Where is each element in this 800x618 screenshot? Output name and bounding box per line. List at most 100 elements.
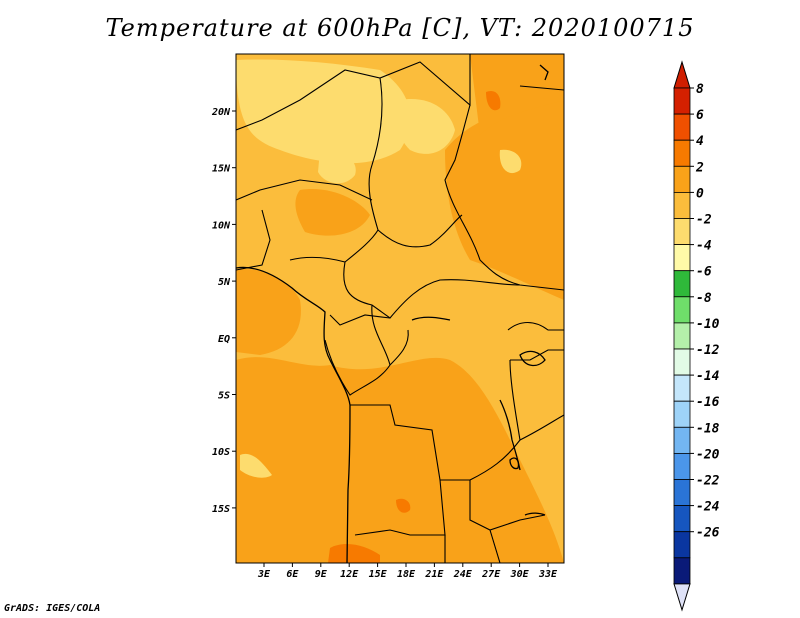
grads-credit: GrADS: IGES/COLA: [4, 603, 101, 614]
border-line: [236, 179, 373, 201]
lat-tick-label: 15S: [212, 504, 230, 515]
border-line: [510, 349, 564, 361]
field-hot-angola: [396, 498, 411, 513]
colorbar-label: -2: [696, 213, 712, 228]
colorbar-swatch: [673, 87, 691, 115]
colorbar-bottom-arrow: [673, 583, 691, 612]
colorbar-label: 4: [696, 134, 704, 149]
border-line: [389, 329, 409, 366]
country-borders: [236, 54, 564, 563]
colorbar-label: -10: [696, 317, 720, 332]
colorbar-label: -8: [696, 291, 712, 306]
lake-outline: [519, 350, 546, 367]
lat-tick-label: EQ: [218, 334, 230, 345]
colorbar-swatch: [673, 400, 691, 428]
lon-tick-label: 24E: [453, 569, 473, 580]
lat-tick-label: 5S: [218, 391, 230, 402]
lake-outline: [524, 512, 546, 516]
colorbar-swatch: [673, 505, 691, 533]
border-line: [489, 529, 501, 563]
lon-tick-label: 9E: [315, 569, 328, 580]
map-frame: [235, 53, 565, 564]
colorbar-swatch: [673, 139, 691, 167]
colorbar-label: -22: [696, 474, 720, 489]
colorbar-label: -14: [696, 369, 720, 384]
border-line: [343, 261, 521, 319]
field-cool-central: [318, 149, 356, 184]
colorbar-label: -6: [696, 265, 712, 280]
border-line: [519, 85, 564, 91]
colorbar-swatch: [673, 244, 691, 272]
lon-tick-label: 15E: [369, 569, 388, 580]
field-hot-south: [328, 544, 380, 563]
colorbar-label: -20: [696, 447, 720, 462]
border-line: [507, 321, 564, 331]
colorbar-label: 6: [696, 108, 704, 123]
colorbar-swatch: [673, 165, 691, 193]
lat-tick-label: 10N: [212, 220, 231, 231]
colorbar-swatch: [673, 218, 691, 246]
lon-tick-label: 21E: [424, 569, 444, 580]
border-line: [329, 314, 391, 326]
coastlines-and-lakes: [236, 64, 549, 563]
colorbar-swatch: [673, 452, 691, 480]
border-line: [324, 304, 391, 396]
colorbar-swatch: [673, 479, 691, 507]
colorbar-swatch: [673, 531, 691, 559]
border-line: [236, 54, 471, 131]
colorbar-swatch: [673, 296, 691, 324]
lake-outline: [411, 316, 451, 321]
lon-tick-label: 6E: [286, 569, 299, 580]
colorbar-swatch: [673, 322, 691, 350]
field-hot-north: [486, 90, 501, 111]
lon-tick-label: 27E: [481, 569, 501, 580]
lake-outline: [509, 457, 520, 470]
colorbar: 8 6 4 2 0 -2 -4 -6 -8 -10 -12 -14 -16 -18 -20 -22 -24 -26: [673, 60, 720, 612]
lon-tick-label: 12E: [340, 569, 359, 580]
field-cool-northeast: [395, 99, 455, 154]
border-line: [444, 104, 564, 291]
longitude-ticks: 3E 6E 9E 12E 15E 18E 21E 24E 27E 30E 33E: [257, 563, 558, 580]
colorbar-swatch: [673, 374, 691, 402]
lake-outline: [539, 64, 549, 81]
border-line: [289, 214, 463, 263]
colorbar-swatch: [673, 191, 691, 219]
colorbar-swatch: [673, 557, 691, 585]
colorbar-swatch: [673, 426, 691, 454]
border-line: [519, 414, 564, 441]
lat-tick-label: 5N: [218, 277, 231, 288]
lon-tick-label: 3E: [257, 569, 271, 580]
border-line: [368, 77, 383, 231]
lat-tick-label: 15N: [212, 164, 231, 175]
map-title: Temperature at 600hPa [C], VT: 202010071…: [105, 14, 695, 42]
colorbar-label: 0: [696, 186, 704, 201]
field-cool-east: [499, 149, 522, 174]
colorbar-label: -16: [696, 395, 720, 410]
field-warm-west: [236, 269, 301, 355]
coastline: [236, 266, 351, 563]
field-warm-north: [470, 54, 564, 135]
lat-tick-label: 20N: [211, 107, 231, 118]
field-warm-east: [445, 100, 564, 300]
colorbar-top-arrow: [673, 60, 691, 89]
colorbar-label: 2: [695, 160, 704, 175]
colorbar-label: -26: [696, 526, 720, 541]
latitude-ticks: 20N 15N 10N 5N EQ 5S 10S 15S: [211, 107, 236, 515]
lon-tick-label: 18E: [397, 569, 416, 580]
colorbar-swatch: [673, 270, 691, 298]
colorbar-label: -24: [696, 500, 720, 515]
field-warm-south: [236, 357, 564, 563]
colorbar-swatch: [673, 348, 691, 376]
lat-tick-label: 10S: [212, 447, 230, 458]
lon-tick-label: 33E: [538, 569, 558, 580]
field-cool-southwest: [240, 453, 272, 478]
colorbar-label: -12: [696, 343, 720, 358]
border-line: [440, 359, 521, 481]
colorbar-swatch: [673, 113, 691, 141]
lon-tick-label: 30E: [510, 569, 530, 580]
temperature-field: [236, 54, 564, 563]
field-warm-nigeria: [295, 189, 370, 236]
field-cool-sahara: [236, 59, 411, 164]
colorbar-label: 8: [696, 82, 704, 97]
